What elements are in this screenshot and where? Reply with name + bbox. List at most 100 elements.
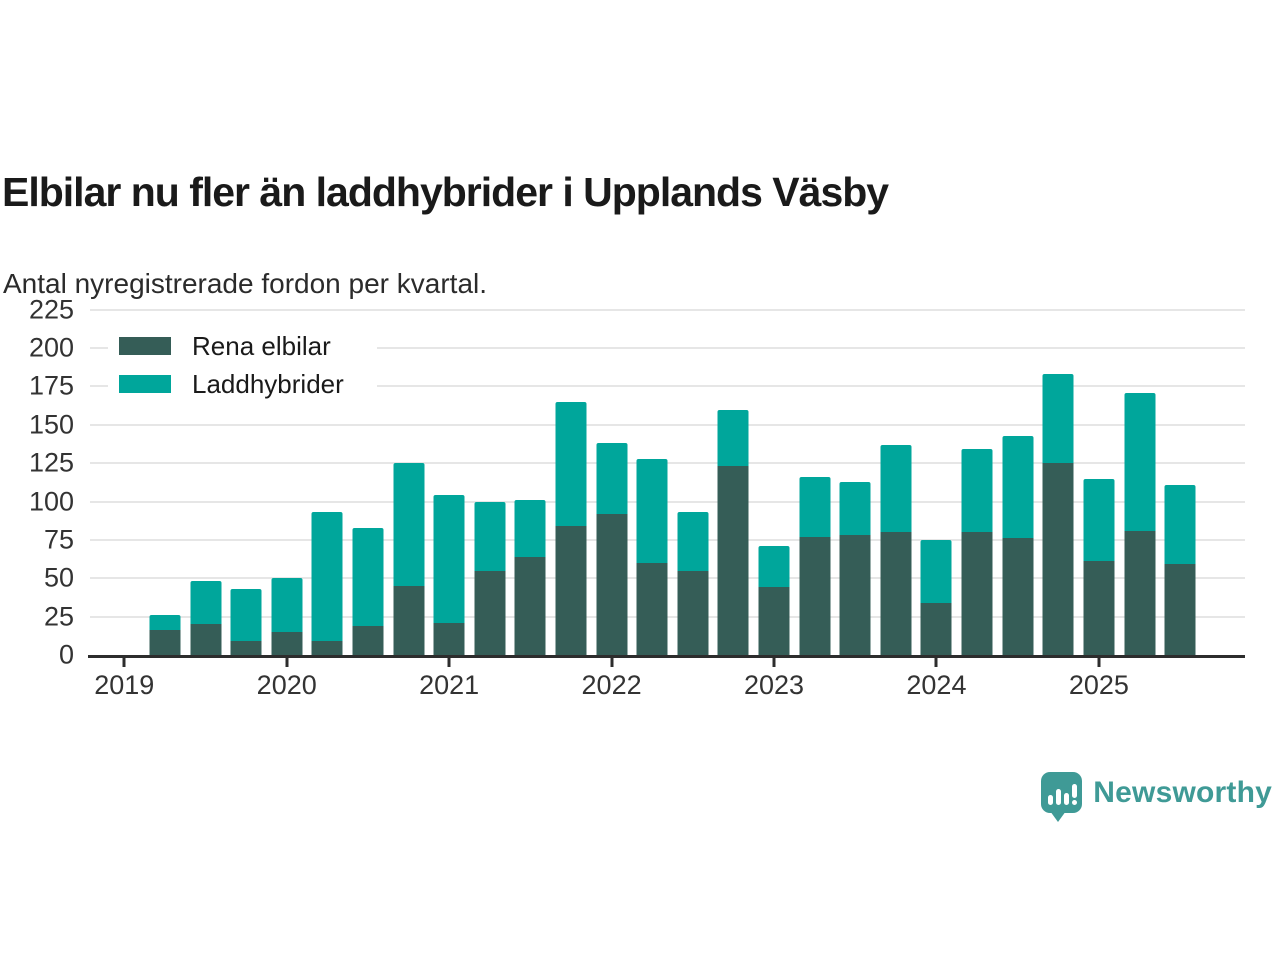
y-axis-tick-label: 175 — [28, 370, 74, 401]
bar-slot — [876, 299, 917, 655]
bar-slot — [1038, 299, 1079, 655]
gridline — [90, 308, 1245, 311]
y-axis-tick-label: 0 — [58, 639, 74, 670]
bar-slot — [388, 299, 429, 655]
bar-slot — [1160, 299, 1201, 655]
bar-segment-rena-elbilar — [717, 466, 749, 655]
bar-segment-rena-elbilar — [636, 562, 668, 655]
bar-segment-rena-elbilar — [555, 526, 587, 655]
y-axis-tick-label: 75 — [43, 524, 74, 555]
x-axis-tick — [934, 655, 938, 667]
bar-segment-laddhybrider — [1124, 392, 1156, 531]
bar-slot — [713, 299, 754, 655]
x-axis-line — [88, 655, 1245, 658]
x-axis-year-label: 2022 — [581, 670, 642, 700]
x-axis-tick — [122, 655, 126, 667]
bar-segment-laddhybrider — [799, 477, 831, 537]
chart-subtitle: Antal nyregistrerade fordon per kvartal. — [3, 268, 488, 299]
bar-segment-rena-elbilar — [352, 625, 384, 655]
gridline — [90, 347, 1245, 350]
x-axis-year-label: 2024 — [906, 670, 967, 700]
y-axis-tick-label: 25 — [43, 601, 74, 632]
bar-segment-laddhybrider — [636, 458, 668, 563]
bar-segment-laddhybrider — [433, 495, 465, 623]
plot-area: 2019 2020 2021 2022 2023 2024 2025 Rena elbila… — [88, 299, 1245, 699]
bar-segment-laddhybrider — [555, 401, 587, 527]
bar-segment-rena-elbilar — [839, 535, 871, 655]
bar-segment-rena-elbilar — [596, 513, 628, 655]
bar-segment-rena-elbilar — [1002, 538, 1034, 655]
bar-segment-laddhybrider — [474, 501, 506, 571]
bar-slot — [226, 299, 267, 655]
bar-slot — [348, 299, 389, 655]
bar-segment-laddhybrider — [230, 589, 262, 642]
bar-segment-laddhybrider — [514, 500, 546, 557]
bar-segment-laddhybrider — [920, 539, 952, 603]
legend-swatch — [119, 337, 171, 355]
bar-segment-laddhybrider — [677, 512, 709, 571]
bar-segment-laddhybrider — [311, 512, 343, 642]
bar-slot — [266, 299, 307, 655]
y-axis-tick-label: 150 — [28, 409, 74, 440]
bar-segment-laddhybrider — [149, 615, 181, 631]
bar-slot — [307, 299, 348, 655]
bar-segment-laddhybrider — [190, 581, 222, 625]
y-axis-tick-label: 100 — [28, 486, 74, 517]
bar-segment-rena-elbilar — [393, 585, 425, 655]
x-axis-tick — [610, 655, 614, 667]
bar-segment-rena-elbilar — [514, 556, 546, 655]
bar-segment-laddhybrider — [1002, 435, 1034, 539]
bar-slot — [429, 299, 470, 655]
gridline — [90, 385, 1245, 388]
bar-segment-laddhybrider — [1083, 478, 1115, 562]
bar-slot — [794, 299, 835, 655]
bar-segment-rena-elbilar — [271, 631, 303, 655]
bar-segment-laddhybrider — [758, 546, 790, 588]
bar-slot — [916, 299, 957, 655]
bar-segment-rena-elbilar — [799, 536, 831, 655]
bar-segment-rena-elbilar — [880, 532, 912, 655]
y-axis-tick-label: 50 — [43, 562, 74, 593]
bar-segment-rena-elbilar — [961, 532, 993, 655]
bar-segment-laddhybrider — [393, 463, 425, 586]
y-axis-tick-label: 225 — [28, 294, 74, 325]
x-axis-tick — [285, 655, 289, 667]
bar-slot — [1200, 299, 1241, 655]
bar-segment-laddhybrider — [1042, 374, 1074, 464]
bar-segment-laddhybrider — [352, 527, 384, 626]
bar-segment-rena-elbilar — [1042, 463, 1074, 655]
legend-swatch — [119, 375, 171, 393]
legend-item: Rena elbilar — [108, 327, 377, 365]
brand-name: Newsworthy — [1093, 775, 1272, 809]
y-axis-tick-label: 125 — [28, 447, 74, 478]
bar-segment-rena-elbilar — [433, 622, 465, 655]
bar-slot — [185, 299, 226, 655]
bar-segment-rena-elbilar — [1124, 530, 1156, 655]
bar-segment-laddhybrider — [1164, 484, 1196, 565]
x-axis-year-label: 2021 — [419, 670, 480, 700]
bar-segment-laddhybrider — [271, 578, 303, 632]
x-axis-year-label: 2023 — [743, 670, 805, 700]
bar-slot — [997, 299, 1038, 655]
chart-title: Elbilar nu fler än laddhybrider i Upplan… — [2, 169, 889, 216]
bar-segment-laddhybrider — [596, 443, 628, 514]
bar-slot — [835, 299, 876, 655]
bar-segment-laddhybrider — [880, 444, 912, 533]
newsworthy-bubble-chart-icon — [1041, 772, 1083, 822]
legend-label: Laddhybrider — [192, 369, 344, 399]
bar-segment-laddhybrider — [717, 409, 749, 467]
bar-segment-rena-elbilar — [474, 570, 506, 655]
bar-slot — [957, 299, 998, 655]
bar-slot — [1079, 299, 1120, 655]
newsworthy-logo: Newsworthy — [1041, 772, 1272, 822]
bar-segment-rena-elbilar — [677, 570, 709, 655]
bar-segment-rena-elbilar — [149, 630, 181, 655]
bars-row: 2019 2020 2021 2022 2023 2024 2025 — [94, 299, 1241, 699]
bar-slot — [673, 299, 714, 655]
bar-slot — [551, 299, 592, 655]
y-axis-labels: 0 25 50 75 100 125 150 175 200 225 — [0, 294, 74, 668]
bar-segment-rena-elbilar — [758, 587, 790, 655]
y-axis-tick-label: 200 — [28, 332, 74, 363]
bar-segment-rena-elbilar — [311, 641, 343, 655]
bar-segment-rena-elbilar — [1164, 564, 1196, 655]
